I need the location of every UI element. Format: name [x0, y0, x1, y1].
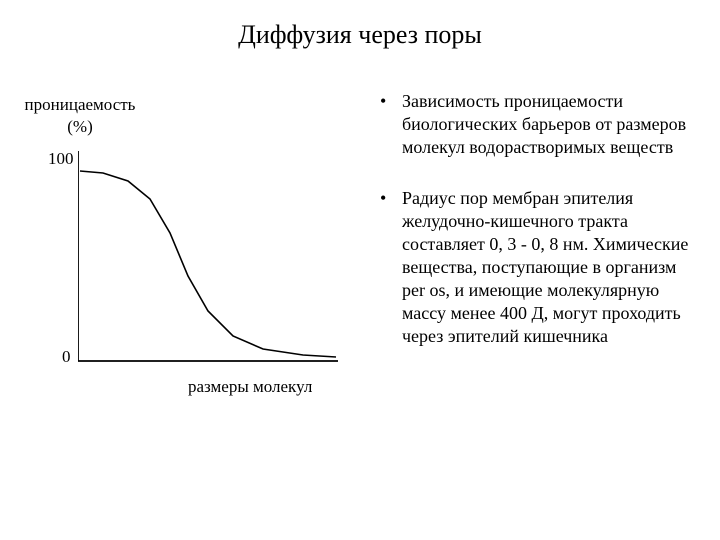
list-item: • Зависимость проницаемости биологически…	[380, 90, 700, 159]
page-title: Диффузия через поры	[0, 20, 720, 50]
bullet-mark-icon: •	[380, 187, 402, 210]
curve	[80, 171, 336, 357]
chart-container: проницаемость (%) 100 0 размеры молекул	[20, 95, 360, 415]
bullet-list: • Зависимость проницаемости биологически…	[380, 90, 700, 376]
y-axis-label-line1: проницаемость	[20, 95, 140, 115]
chart-svg	[78, 151, 338, 371]
bullet-text: Зависимость проницаемости биологических …	[402, 90, 700, 159]
y-tick-top: 100	[48, 149, 74, 169]
list-item: • Радиус пор мембран эпителия желудочно-…	[380, 187, 700, 348]
y-axis-label-line2: (%)	[20, 117, 140, 137]
bullet-text: Радиус пор мембран эпителия желудочно-ки…	[402, 187, 700, 348]
x-axis-label: размеры молекул	[188, 377, 312, 397]
y-tick-bottom: 0	[62, 347, 71, 367]
bullet-mark-icon: •	[380, 90, 402, 113]
